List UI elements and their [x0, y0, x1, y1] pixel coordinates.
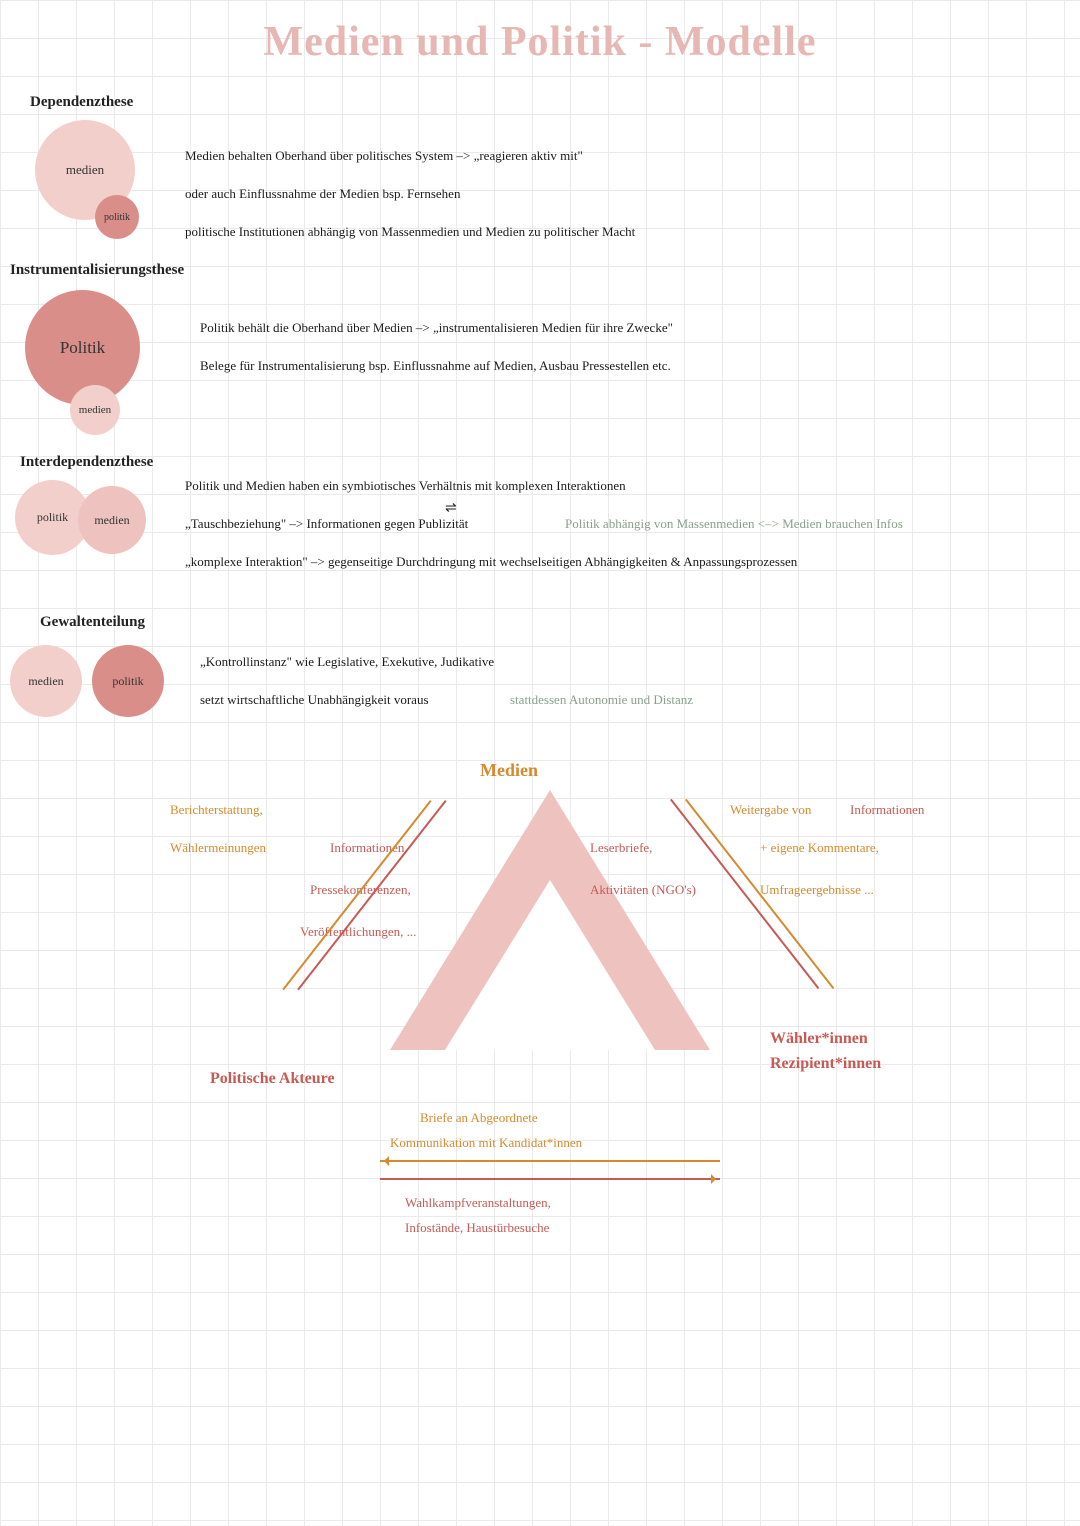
tri-right2: Rezipient*innen [770, 1055, 881, 1073]
tri-left: Politische Akteure [210, 1070, 335, 1088]
arrow-bottom-right [380, 1178, 720, 1180]
inter-arrow-symbol: ⇌ [445, 500, 457, 517]
circle-gew-politik: politik [92, 645, 164, 717]
tri-r-d1: Leserbriefe, [590, 840, 652, 856]
inst-line-1: Belege für Instrumentalisierung bsp. Ein… [200, 358, 671, 374]
heading-interdep: Interdependenzthese [20, 454, 153, 471]
dep-line-2: politische Institutionen abhängig von Ma… [185, 224, 635, 240]
triangle-shape [390, 790, 710, 1050]
inter-line-2: „komplexe Interaktion" –> gegenseitige D… [185, 554, 797, 570]
heading-dependenz: Dependenzthese [30, 94, 133, 111]
tri-l-d3: Veröffentlichungen, ... [300, 924, 416, 940]
heading-instrument: Instrumentalisierungsthese [10, 262, 184, 279]
dep-line-1: oder auch Einflussnahme der Medien bsp. … [185, 186, 460, 202]
inter-line-0: Politik und Medien haben ein symbiotisch… [185, 478, 626, 494]
tri-r-up3: Umfrageergebnisse ... [760, 882, 874, 898]
tri-b-r1: Wahlkampfveranstaltungen, [405, 1195, 551, 1211]
tri-l-up1: Berichterstattung, [170, 802, 263, 818]
circle-medien-small: medien [70, 385, 120, 435]
inter-muted: Politik abhängig von Massenmedien <–> Me… [565, 516, 903, 532]
tri-l-up2: Wählermeinungen [170, 840, 266, 856]
tri-r-up1b: Informationen [850, 802, 924, 818]
gew-muted: stattdessen Autonomie und Distanz [510, 692, 693, 708]
page-title: Medien und Politik - Modelle [0, 18, 1080, 66]
circle-politik-small: politik [95, 195, 139, 239]
arrow-bottom-left [380, 1160, 720, 1162]
circle-gew-medien: medien [10, 645, 82, 717]
heading-gewalt: Gewaltenteilung [40, 614, 145, 631]
tri-r-up2: + eigene Kommentare, [760, 840, 879, 856]
tri-right1: Wähler*innen [770, 1030, 868, 1048]
inter-line-1: „Tauschbeziehung" –> Informationen gegen… [185, 516, 468, 532]
tri-r-up1: Weitergabe von [730, 802, 811, 818]
tri-top: Medien [480, 760, 538, 781]
tri-r-d2: Aktivitäten (NGO's) [590, 882, 696, 898]
tri-b-l1: Briefe an Abgeordnete [420, 1110, 538, 1126]
inst-line-0: Politik behält die Oberhand über Medien … [200, 320, 673, 336]
circle-inter-medien: medien [78, 486, 146, 554]
tri-b-r2: Infostände, Haustürbesuche [405, 1220, 549, 1236]
gew-line-0: „Kontrollinstanz" wie Legislative, Exeku… [200, 654, 494, 670]
dep-line-0: Medien behalten Oberhand über politische… [185, 148, 583, 164]
tri-b-l2: Kommunikation mit Kandidat*innen [390, 1135, 582, 1151]
gew-line-1: setzt wirtschaftliche Unabhängigkeit vor… [200, 692, 429, 708]
